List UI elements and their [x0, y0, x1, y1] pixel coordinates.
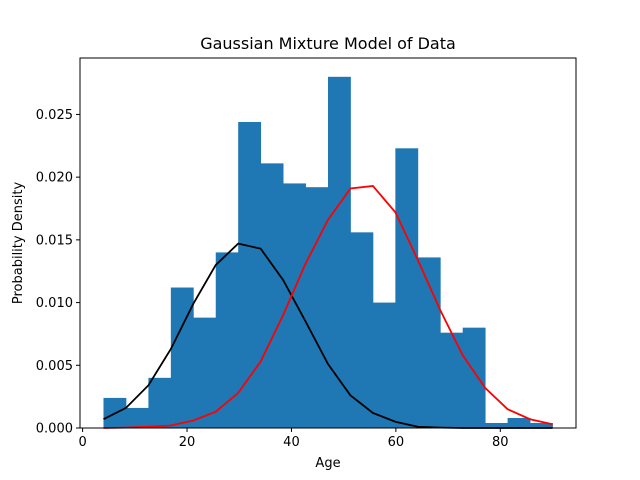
histogram-bar: [260, 163, 284, 429]
histogram-bar: [417, 257, 441, 428]
y-tick-label: 0.025: [36, 108, 73, 123]
histogram-bar: [148, 377, 172, 428]
histogram-bar: [372, 302, 396, 428]
y-tick-label: 0.000: [36, 422, 73, 437]
histogram-bar: [125, 407, 149, 428]
x-tick-label: 20: [179, 435, 196, 450]
plot-frame: [79, 57, 577, 429]
chart-title: Gaussian Mixture Model of Data: [200, 34, 456, 53]
histogram-bar: [193, 317, 217, 428]
y-tick-label: 0.015: [36, 233, 73, 248]
histogram-bar: [238, 121, 262, 428]
x-tick-label: 80: [492, 435, 509, 450]
y-axis-ticks: 0.000 0.005 0.010 0.015 0.020 0.025: [36, 108, 80, 437]
y-tick-label: 0.020: [36, 171, 73, 186]
histogram-bar: [440, 332, 464, 428]
histogram-bar: [507, 417, 531, 428]
histogram-bar: [215, 252, 239, 428]
histogram-bars: [103, 76, 553, 429]
histogram-bar: [350, 232, 374, 428]
histogram-bar: [170, 287, 194, 428]
x-tick-label: 0: [78, 435, 86, 450]
y-axis-label: Probability Density: [11, 182, 26, 305]
density-line: [103, 184, 553, 429]
histogram-bar: [328, 76, 351, 428]
x-tick-label: 60: [388, 435, 405, 450]
x-axis-ticks: 0 20 40 60 80: [78, 428, 509, 450]
x-tick-label: 40: [283, 435, 300, 450]
histogram-bar: [305, 187, 329, 428]
histogram-bar: [530, 422, 553, 428]
histogram-bar: [283, 183, 306, 428]
y-tick-label: 0.005: [36, 359, 73, 374]
histogram-bar: [485, 422, 508, 428]
y-tick-label: 0.010: [36, 296, 73, 311]
histogram-bar: [462, 327, 486, 428]
histogram-bar: [395, 148, 419, 428]
x-axis-label: Age: [315, 456, 340, 471]
